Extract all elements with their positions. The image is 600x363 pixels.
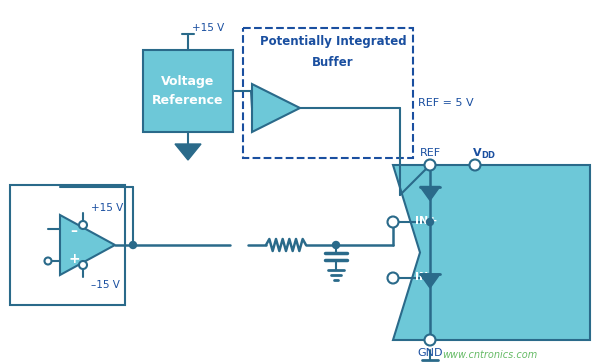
- Text: Buffer: Buffer: [312, 57, 354, 69]
- Text: –15 V: –15 V: [91, 280, 120, 290]
- Text: Reference: Reference: [152, 94, 224, 106]
- Polygon shape: [252, 84, 300, 132]
- Text: REF = 5 V: REF = 5 V: [418, 98, 473, 108]
- Polygon shape: [420, 274, 440, 288]
- Circle shape: [470, 159, 481, 171]
- Polygon shape: [420, 187, 440, 200]
- Circle shape: [79, 221, 87, 229]
- Text: DD: DD: [481, 151, 495, 160]
- Text: +15 V: +15 V: [91, 203, 123, 213]
- Text: V: V: [473, 148, 482, 158]
- Text: –: –: [71, 224, 77, 238]
- Text: IN+: IN+: [415, 216, 437, 226]
- Circle shape: [425, 159, 436, 171]
- Circle shape: [79, 261, 87, 269]
- Circle shape: [427, 274, 433, 281]
- Polygon shape: [60, 215, 115, 275]
- Polygon shape: [393, 165, 590, 340]
- Text: GND: GND: [417, 348, 443, 358]
- Circle shape: [130, 241, 137, 249]
- Polygon shape: [175, 144, 201, 160]
- Text: Voltage: Voltage: [161, 76, 215, 89]
- Bar: [10, 185, 125, 305]
- Circle shape: [388, 273, 398, 284]
- Text: +15 V: +15 V: [192, 23, 224, 33]
- Text: REF: REF: [419, 148, 440, 158]
- Circle shape: [427, 219, 433, 225]
- Text: www.cntronics.com: www.cntronics.com: [442, 350, 538, 360]
- Circle shape: [332, 241, 340, 249]
- Text: +: +: [68, 252, 80, 266]
- Text: Potentially Integrated: Potentially Integrated: [260, 34, 406, 48]
- Circle shape: [388, 216, 398, 228]
- Circle shape: [44, 257, 52, 265]
- Text: IN–: IN–: [415, 272, 434, 282]
- Bar: [143, 50, 233, 132]
- Bar: [243, 28, 413, 158]
- Circle shape: [425, 334, 436, 346]
